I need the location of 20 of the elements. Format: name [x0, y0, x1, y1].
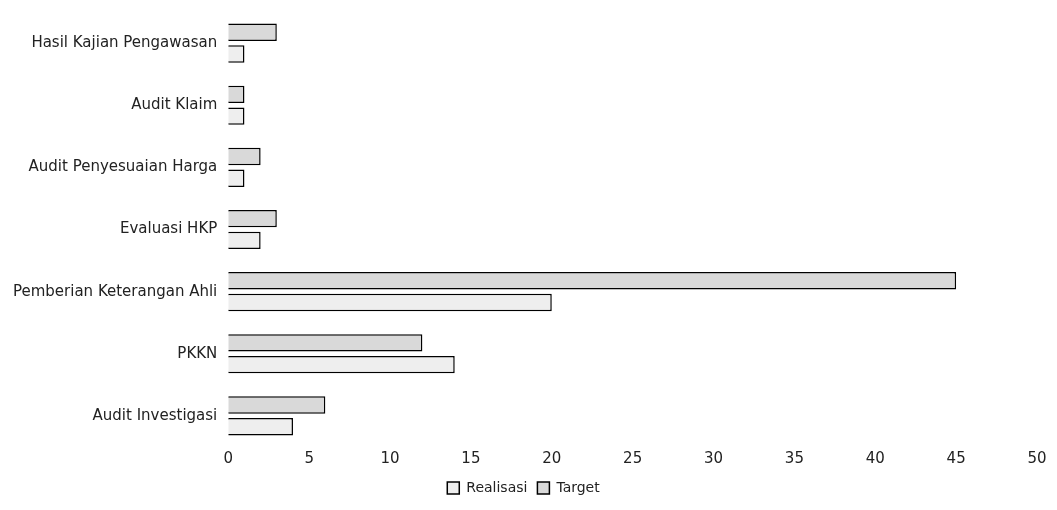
y-tick-label: Hasil Kajian Pengawasan: [31, 32, 218, 51]
x-tick-label: 15: [461, 448, 481, 467]
y-tick-label: Evaluasi HKP: [119, 219, 218, 238]
x-tick-label: 50: [1027, 448, 1047, 467]
x-tick-label: 0: [223, 448, 234, 467]
y-tick-label: PKKN: [177, 343, 218, 362]
x-tick-label: 25: [623, 448, 643, 467]
y-tick-label: Audit Investigasi: [92, 405, 218, 424]
legend-label: Realisasi: [466, 478, 528, 495]
x-tick-label: 35: [784, 448, 804, 467]
x-tick-label: 45: [946, 448, 966, 467]
legend-label: Target: [555, 478, 601, 495]
x-tick-label: 5: [304, 448, 314, 467]
y-tick-label: Audit Klaim: [131, 95, 218, 114]
y-tick-label: Pemberian Keterangan Ahli: [12, 281, 218, 300]
y-tick-label: Audit Penyesuaian Harga: [28, 157, 218, 176]
x-tick-label: 20: [542, 448, 562, 467]
x-tick-label: 40: [865, 448, 885, 467]
x-tick-label: 10: [380, 448, 400, 467]
x-tick-label: 30: [703, 448, 724, 467]
